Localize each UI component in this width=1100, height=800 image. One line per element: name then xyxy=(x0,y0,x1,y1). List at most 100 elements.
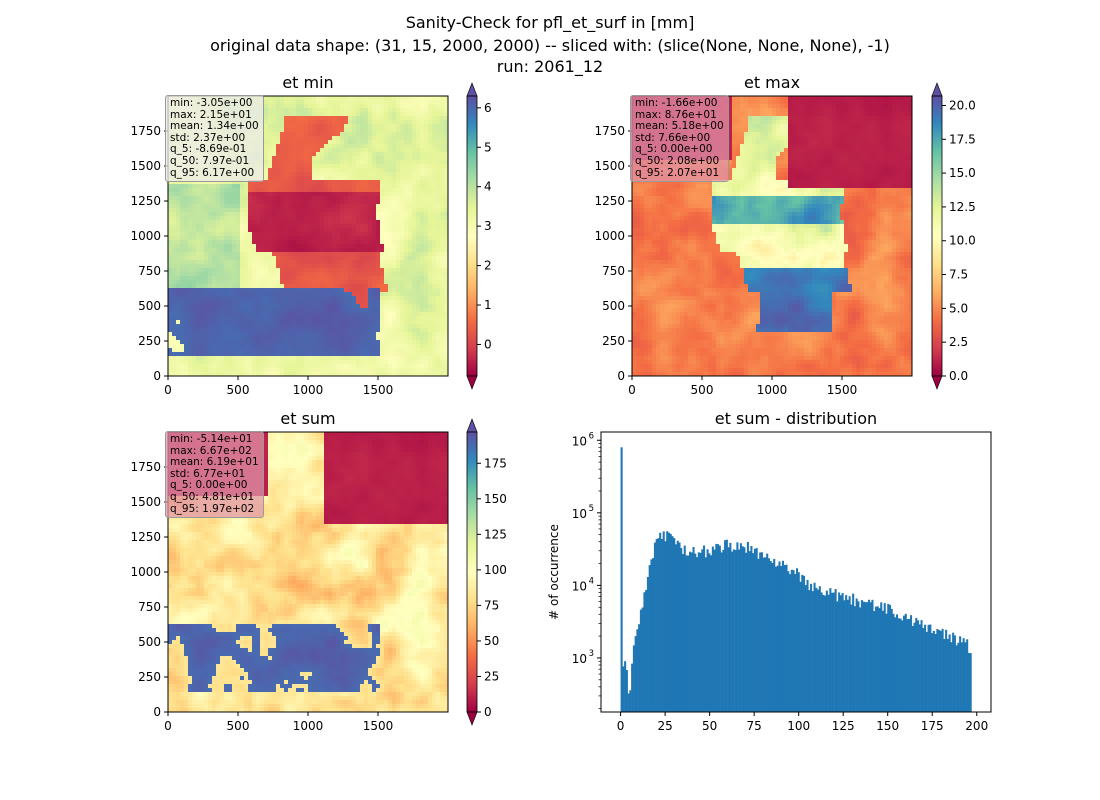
colorbar-tick-label: 2.5 xyxy=(949,335,968,349)
histogram-bar xyxy=(673,538,676,712)
y-tick-exponent: 5 xyxy=(589,504,594,514)
histogram-bar xyxy=(636,629,639,712)
histogram-bar xyxy=(738,549,741,712)
histogram-bar xyxy=(906,619,909,712)
histogram-bar xyxy=(797,572,800,712)
histogram-bar xyxy=(827,594,830,712)
histogram-bar xyxy=(815,587,818,712)
histogram-bar xyxy=(917,620,920,712)
histogram-bar xyxy=(780,566,783,712)
histogram-bar xyxy=(708,553,711,712)
histogram-bar xyxy=(950,642,953,712)
histogram-bar xyxy=(696,557,699,712)
histogram-bar xyxy=(711,546,714,712)
x-tick-label: 500 xyxy=(691,383,714,397)
histogram-bar xyxy=(731,551,734,712)
histogram-bar xyxy=(918,624,921,712)
x-tick-label: 500 xyxy=(227,719,250,733)
histogram-bar xyxy=(694,553,697,712)
x-tick-label: 1000 xyxy=(293,383,324,397)
histogram-bar xyxy=(890,608,893,712)
y-tick-label: 250 xyxy=(138,334,161,348)
histogram-bar xyxy=(659,532,662,712)
stat-line: q_5: 0.00e+00 xyxy=(635,143,713,156)
histogram-bar xyxy=(683,545,686,712)
histogram-bar xyxy=(739,543,742,712)
x-tick-label: 175 xyxy=(921,719,944,733)
histogram-bar xyxy=(883,603,886,712)
histogram-bar xyxy=(643,592,646,712)
histogram-bar xyxy=(818,586,821,712)
histogram-bar xyxy=(764,557,767,712)
histogram-bar xyxy=(718,545,721,712)
y-tick-label: 750 xyxy=(602,264,625,278)
histogram-bar xyxy=(655,539,658,712)
histogram-bar xyxy=(687,555,690,712)
histogram-bar xyxy=(901,620,904,712)
histogram-bar xyxy=(839,595,842,712)
y-tick-label: 10 xyxy=(572,579,587,593)
histogram-bar xyxy=(799,581,802,712)
histogram-bar xyxy=(860,600,863,712)
histogram-bar xyxy=(887,603,890,712)
y-tick-label: 1250 xyxy=(130,530,161,544)
colorbar xyxy=(467,96,477,376)
colorbar-extend-min xyxy=(931,375,943,390)
y-tick-label: 1250 xyxy=(130,194,161,208)
figure-title-line-3: run: 2061_12 xyxy=(496,57,604,76)
histogram-bar xyxy=(690,552,693,712)
histogram-bar xyxy=(853,606,856,712)
histogram-bar xyxy=(787,571,790,712)
colorbar-tick-label: 3 xyxy=(484,219,492,233)
colorbar-extend-max xyxy=(931,82,943,97)
histogram-bar xyxy=(734,550,737,712)
y-tick-label: 500 xyxy=(138,635,161,649)
y-tick-label: 1750 xyxy=(130,460,161,474)
histogram-bar xyxy=(706,549,709,712)
histogram-bar xyxy=(792,570,795,712)
histogram-bar xyxy=(699,552,702,712)
x-tick-label: 50 xyxy=(702,719,717,733)
histogram-bar xyxy=(804,585,807,712)
histogram-bar xyxy=(646,576,649,712)
x-tick-label: 0 xyxy=(628,383,636,397)
y-tick-exponent: 6 xyxy=(589,431,594,441)
y-tick-label: 10 xyxy=(572,434,587,448)
y-tick-label: 1250 xyxy=(594,194,625,208)
histogram-bar xyxy=(920,620,923,712)
histogram-bar xyxy=(922,627,925,712)
histogram-bar xyxy=(785,564,788,712)
histogram-bar xyxy=(869,602,872,712)
histogram-bar xyxy=(732,549,735,712)
x-tick-label: 1500 xyxy=(827,383,858,397)
panel-title: et sum xyxy=(280,409,335,428)
figure-title-line-2: original data shape: (31, 15, 2000, 2000… xyxy=(210,36,890,55)
y-tick-label: 10 xyxy=(572,652,587,666)
histogram-bar xyxy=(729,542,732,712)
colorbar-tick-label: 25 xyxy=(484,669,499,683)
colorbar-tick-label: 50 xyxy=(484,634,499,648)
histogram-bar xyxy=(864,602,867,712)
histogram-bar xyxy=(762,557,765,712)
histogram-bar xyxy=(678,542,681,712)
x-tick-label: 1500 xyxy=(363,383,394,397)
histogram-bar xyxy=(674,544,678,712)
histogram-bar xyxy=(639,609,642,712)
histogram-bar xyxy=(871,599,874,712)
y-tick-label: 500 xyxy=(138,299,161,313)
stat-line: min: -1.66e+00 xyxy=(635,97,718,109)
histogram-bar xyxy=(664,541,667,712)
stat-line: mean: 6.19e+01 xyxy=(170,456,259,469)
x-tick-label: 1500 xyxy=(363,719,394,733)
histogram-bar xyxy=(966,639,969,712)
histogram-bar xyxy=(945,629,948,712)
histogram-bar xyxy=(848,596,851,712)
histogram-bar xyxy=(829,588,832,712)
histogram-bar xyxy=(876,606,879,712)
histogram-bar xyxy=(767,558,770,712)
histogram-bar xyxy=(955,645,958,712)
histogram-bar xyxy=(948,634,951,712)
histogram-bar xyxy=(717,544,720,712)
histogram-bar xyxy=(969,653,972,712)
colorbar-tick-label: 75 xyxy=(484,598,499,612)
